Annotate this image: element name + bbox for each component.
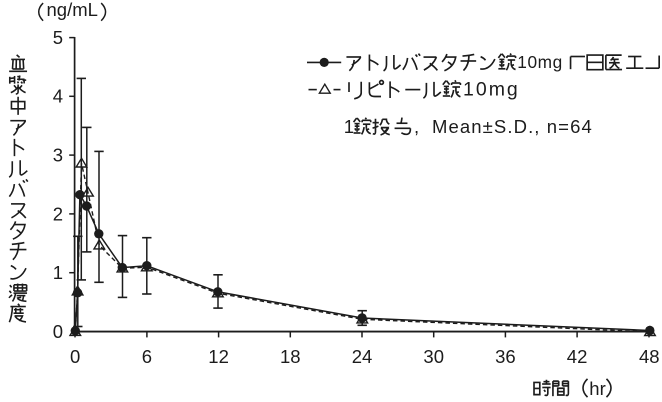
svg-text:3: 3 (53, 145, 63, 166)
svg-text:10mg: 10mg (517, 52, 562, 72)
svg-text:,: , (414, 116, 419, 137)
svg-text:0: 0 (70, 346, 80, 367)
svg-text:42: 42 (567, 346, 588, 367)
svg-text:Mean±S.D., n=64: Mean±S.D., n=64 (432, 116, 593, 137)
svg-text:24: 24 (352, 346, 373, 367)
svg-text:1: 1 (53, 262, 63, 283)
svg-text:ng/mL: ng/mL (47, 0, 98, 20)
svg-text:4: 4 (53, 86, 63, 107)
svg-text:12: 12 (208, 346, 229, 367)
svg-text:36: 36 (495, 346, 516, 367)
svg-text:30: 30 (423, 346, 444, 367)
svg-text:6: 6 (142, 346, 152, 367)
svg-text:hr: hr (589, 378, 605, 399)
svg-text:5: 5 (53, 27, 63, 48)
svg-text:0: 0 (53, 321, 63, 342)
svg-text:1: 1 (344, 116, 354, 137)
svg-text:18: 18 (280, 346, 301, 367)
svg-text:2: 2 (53, 203, 63, 224)
svg-text:10mg: 10mg (463, 78, 520, 100)
svg-text:48: 48 (639, 346, 660, 367)
